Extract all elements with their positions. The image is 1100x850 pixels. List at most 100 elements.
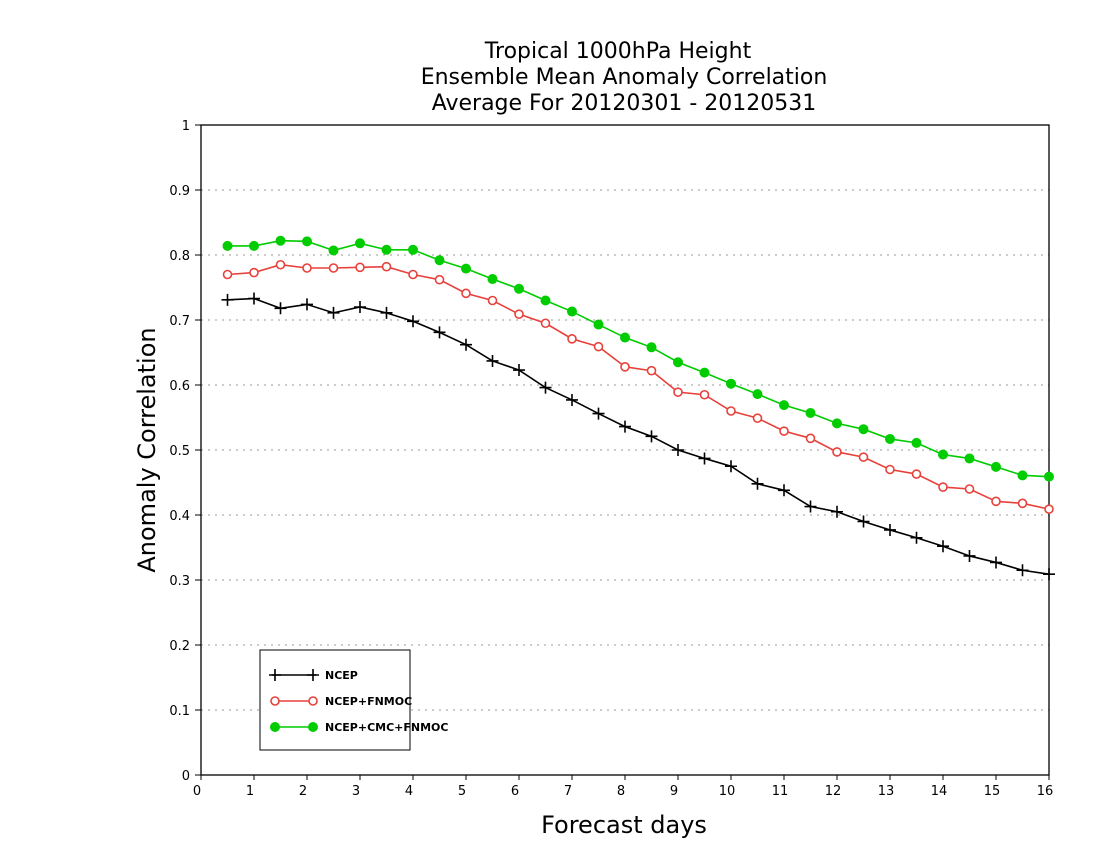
data-point xyxy=(355,238,365,249)
data-point xyxy=(885,433,895,444)
data-point xyxy=(937,540,949,553)
data-point xyxy=(672,444,684,456)
data-point xyxy=(779,426,789,436)
legend-item: NCEP xyxy=(269,669,358,682)
legend-marker xyxy=(270,722,280,732)
x-tick-label: 15 xyxy=(984,784,1001,799)
data-point xyxy=(884,523,896,536)
data-point xyxy=(487,274,498,285)
x-tick-label: 7 xyxy=(564,784,572,799)
data-point xyxy=(963,549,976,562)
x-tick-label: 11 xyxy=(772,784,789,799)
data-point xyxy=(302,263,312,273)
data-point xyxy=(540,295,551,306)
data-point xyxy=(1044,471,1054,482)
data-point xyxy=(566,393,578,406)
legend-marker xyxy=(307,669,319,681)
y-axis-label: Anomaly Correlation xyxy=(133,327,161,572)
data-point xyxy=(355,262,365,273)
data-point xyxy=(486,354,499,367)
data-point xyxy=(645,430,658,443)
axis-ticks: 00.10.20.30.40.50.60.70.80.910 1 2 3 4 5 6 7 8 9 1… xyxy=(169,119,1053,799)
data-point xyxy=(381,261,392,272)
legend-item: NCEP+FNMOC xyxy=(270,695,412,708)
data-point xyxy=(858,424,869,435)
data-point xyxy=(1043,568,1055,581)
data-point xyxy=(831,505,843,518)
data-point xyxy=(275,259,286,270)
x-tick-label: 14 xyxy=(931,784,948,799)
data-point xyxy=(408,244,418,255)
data-point xyxy=(434,255,445,266)
data-point xyxy=(699,367,710,378)
data-point xyxy=(328,245,339,256)
y-tick-label: 0 xyxy=(182,769,190,784)
chart-title-line-1: Tropical 1000hPa Height xyxy=(484,39,752,64)
y-tick-label: 0.9 xyxy=(169,184,190,199)
y-tick-label: 0.2 xyxy=(169,639,190,654)
x-tick-label: 12 xyxy=(825,784,842,799)
data-point xyxy=(964,484,975,494)
y-tick-label: 0.1 xyxy=(169,704,190,719)
chart-title-line-3: Average For 20120301 - 20120531 xyxy=(432,91,817,116)
series-2 xyxy=(222,235,1054,482)
legend-marker xyxy=(308,696,318,706)
data-point xyxy=(752,413,763,423)
x-tick-label: 4 xyxy=(405,784,413,799)
data-point xyxy=(910,531,923,544)
data-point xyxy=(249,267,259,278)
series-line xyxy=(227,263,1050,510)
data-point xyxy=(328,263,339,273)
legend: NCEP NCEP+FNMOC NCEP+CMC+FNMOC xyxy=(259,649,448,751)
data-point xyxy=(593,341,604,352)
data-point xyxy=(1017,498,1028,509)
data-point xyxy=(964,453,975,464)
x-axis-label: Forecast days xyxy=(541,811,707,839)
data-point xyxy=(619,420,631,433)
data-point xyxy=(275,235,286,246)
data-point xyxy=(1044,504,1054,514)
data-point xyxy=(991,496,1001,507)
data-point xyxy=(434,274,445,285)
legend-item: NCEP+CMC+FNMOC xyxy=(270,721,448,734)
data-point xyxy=(805,433,816,444)
data-point xyxy=(699,389,710,400)
data-point xyxy=(725,460,737,473)
data-point xyxy=(460,338,472,351)
data-point xyxy=(620,361,630,372)
data-point xyxy=(381,244,392,255)
data-point xyxy=(620,332,630,343)
legend-box xyxy=(259,649,411,751)
data-point xyxy=(991,461,1001,472)
x-tick-label: 10 xyxy=(719,784,736,799)
x-tick-label: 9 xyxy=(670,784,678,799)
data-point xyxy=(354,301,366,313)
y-tick-label: 1 xyxy=(182,119,190,134)
data-point xyxy=(249,240,259,251)
data-point xyxy=(779,400,789,411)
x-tick-label: 0 xyxy=(193,784,201,799)
data-point xyxy=(752,389,763,400)
legend-label: NCEP+FNMOC xyxy=(325,695,412,708)
data-point xyxy=(726,378,736,389)
data-point xyxy=(248,292,260,305)
series-line xyxy=(227,239,1050,478)
data-point xyxy=(726,406,736,416)
series-1 xyxy=(222,259,1054,514)
legend-label: NCEP+CMC+FNMOC xyxy=(325,721,448,734)
data-point xyxy=(938,482,948,492)
y-tick-label: 0.8 xyxy=(169,249,190,264)
data-point xyxy=(514,309,524,319)
y-tick-label: 0.5 xyxy=(169,444,190,459)
data-point xyxy=(433,326,446,339)
data-point xyxy=(221,293,234,306)
data-point xyxy=(593,319,604,330)
data-point xyxy=(778,484,790,497)
x-tick-label: 5 xyxy=(458,784,466,799)
data-point xyxy=(938,449,948,460)
legend-marker xyxy=(269,669,281,681)
data-point xyxy=(513,364,525,377)
data-point xyxy=(857,515,870,528)
data-point xyxy=(646,342,657,353)
